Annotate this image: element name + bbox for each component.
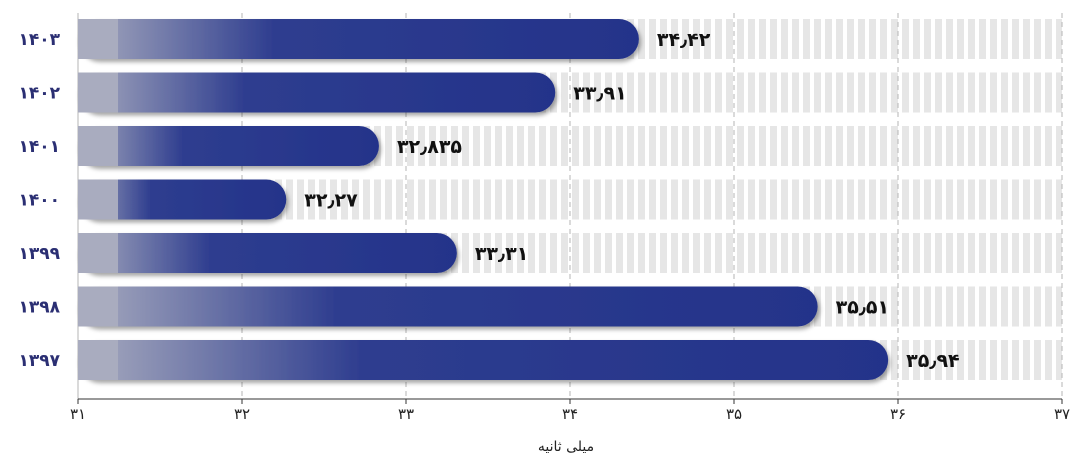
bar-left-edge xyxy=(78,126,118,166)
bar-value-label: ۳۵٫۹۴ xyxy=(906,350,959,372)
bar xyxy=(78,126,379,166)
bar-left-edge xyxy=(78,287,118,327)
category-label: ۱۴۰۰ xyxy=(18,191,60,211)
x-tick-label: ۳۷ xyxy=(1054,405,1070,423)
bar-left-edge xyxy=(78,340,118,380)
bar-value-label: ۳۳٫۹۱ xyxy=(573,83,626,105)
x-tick-label: ۳۱ xyxy=(70,405,86,423)
bar-value-label: ۳۳٫۳۱ xyxy=(475,243,528,265)
bar xyxy=(78,287,818,327)
bar-left-edge xyxy=(78,73,118,113)
bar-value-label: ۳۲٫۲۷ xyxy=(304,190,358,212)
x-tick-label: ۳۴ xyxy=(562,405,578,423)
bar xyxy=(78,340,888,380)
x-axis-title: میلی ثانیه xyxy=(538,439,594,455)
category-label: ۱۳۹۷ xyxy=(18,351,60,371)
category-label: ۱۳۹۹ xyxy=(18,244,60,264)
category-label: ۱۴۰۳ xyxy=(18,30,60,50)
bar-left-edge xyxy=(78,19,118,59)
category-label: ۱۴۰۲ xyxy=(18,84,60,104)
category-label: ۱۴۰۱ xyxy=(18,137,60,157)
x-tick-label: ۳۲ xyxy=(234,405,250,423)
x-tick-label: ۳۵ xyxy=(726,405,742,423)
bar xyxy=(78,73,555,113)
bar xyxy=(78,233,457,273)
bar xyxy=(78,19,639,59)
bar-value-label: ۳۴٫۴۲ xyxy=(657,29,711,51)
bar-value-label: ۳۵٫۵۱ xyxy=(836,297,889,319)
category-label: ۱۳۹۸ xyxy=(18,298,60,318)
x-tick-label: ۳۳ xyxy=(398,405,414,423)
bar-value-label: ۳۲٫۸۳۵ xyxy=(397,136,462,158)
bar-left-edge xyxy=(78,180,118,220)
x-tick-label: ۳۶ xyxy=(890,405,906,423)
bar-left-edge xyxy=(78,233,118,273)
